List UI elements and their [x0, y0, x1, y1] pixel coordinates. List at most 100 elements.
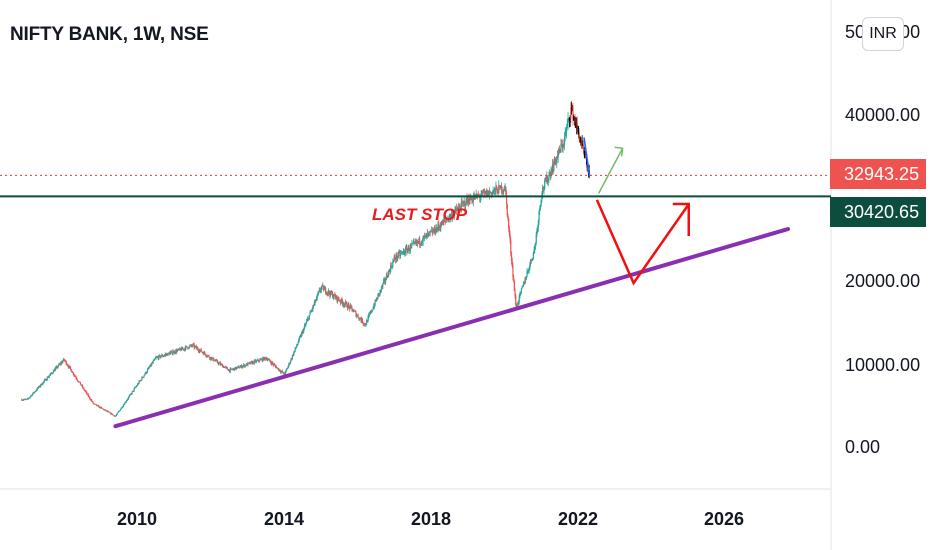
candle-body	[428, 231, 431, 233]
candle-body	[282, 372, 284, 374]
candle-body	[417, 241, 419, 243]
candle-body	[280, 371, 282, 373]
candle-body	[117, 411, 120, 413]
candle-body	[443, 220, 445, 222]
candle-body	[292, 354, 294, 356]
candle-body	[336, 295, 338, 301]
candle-body	[99, 406, 101, 409]
candle-body	[325, 287, 327, 293]
candle-body	[391, 266, 393, 268]
candle-body	[296, 344, 298, 346]
candle-body	[119, 410, 121, 412]
candle-body	[172, 352, 174, 354]
candle-body	[550, 171, 552, 177]
candle-body	[502, 189, 504, 192]
candle-body	[392, 261, 394, 267]
candle-body	[238, 366, 240, 369]
candle-body	[209, 357, 212, 359]
candle-body	[89, 398, 91, 400]
time-tick-2018: 2018	[410, 509, 452, 529]
candle-body	[277, 367, 279, 371]
candle-body	[43, 380, 45, 382]
candle-body	[268, 359, 270, 361]
candle-body	[108, 411, 110, 413]
candle-body	[488, 191, 491, 195]
candle-body	[187, 348, 190, 350]
candle-body	[483, 191, 485, 193]
candle-body	[233, 368, 235, 370]
candle-body	[67, 365, 69, 368]
candle-body	[243, 364, 245, 366]
candle-body	[216, 360, 219, 363]
candle-body	[171, 351, 173, 354]
candle-body	[400, 252, 402, 254]
candle-body	[546, 175, 548, 182]
candle-body	[307, 317, 309, 320]
candle-body	[356, 315, 358, 317]
candle-body	[380, 290, 382, 291]
candle-body	[444, 219, 446, 221]
candle-body	[234, 367, 236, 371]
candle-body	[393, 257, 395, 261]
candle-body	[385, 279, 387, 282]
currency-button[interactable]: INR	[862, 17, 904, 51]
candle-body	[174, 352, 176, 354]
candle-body	[460, 202, 462, 211]
candle-body	[301, 331, 303, 333]
candle-body	[274, 365, 277, 367]
candle-body	[27, 398, 29, 400]
candle-body	[140, 380, 142, 381]
candle-body	[92, 401, 94, 404]
candle-body	[414, 242, 416, 244]
candle-body	[278, 369, 280, 371]
candle-body	[320, 289, 322, 292]
candle-body	[413, 241, 415, 243]
candle-body	[455, 208, 457, 211]
candle-body	[402, 251, 404, 253]
candle-body	[397, 252, 400, 257]
candle-body	[103, 409, 106, 411]
candle-body	[438, 224, 440, 228]
candle-body	[546, 175, 549, 183]
candle-body	[517, 303, 519, 305]
candle-body	[512, 265, 514, 277]
candle-body	[175, 350, 178, 353]
candle-body	[263, 357, 265, 361]
candle-body	[248, 362, 250, 364]
candle-body	[48, 375, 50, 377]
candle-body	[57, 366, 59, 368]
candle-body	[245, 365, 247, 366]
candle-body	[146, 369, 149, 372]
candle-body	[121, 407, 123, 409]
candle-body	[505, 186, 507, 195]
candle-body	[507, 215, 509, 219]
candle-body	[401, 252, 403, 253]
candle-body	[537, 227, 539, 230]
candle-body	[416, 241, 419, 244]
candle-body	[166, 353, 168, 355]
candle-body	[22, 399, 24, 401]
candle-body	[88, 396, 90, 397]
candle-body	[405, 247, 407, 249]
candle-body	[123, 404, 125, 406]
candle-body	[524, 279, 526, 284]
candle-body	[127, 397, 130, 399]
candle-body	[544, 180, 546, 189]
candle-body	[539, 208, 541, 211]
candle-body	[108, 411, 110, 413]
candle-body	[168, 353, 171, 355]
candle-body	[527, 270, 529, 272]
candle-body	[298, 338, 300, 343]
candle-body	[276, 367, 278, 369]
candle-body	[562, 144, 564, 148]
candle-body	[210, 357, 212, 360]
candle-body	[445, 220, 447, 222]
candle-body	[115, 414, 118, 416]
candle-body	[431, 230, 433, 234]
candle-body	[387, 276, 389, 278]
candle-body	[196, 347, 198, 349]
candle-body	[297, 342, 299, 345]
candle-body	[64, 360, 67, 362]
candle-body	[495, 186, 497, 192]
